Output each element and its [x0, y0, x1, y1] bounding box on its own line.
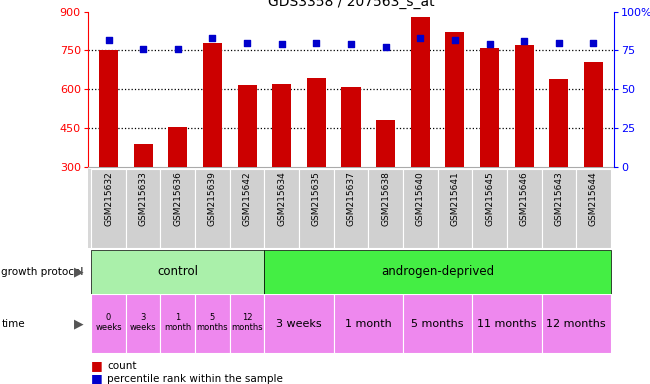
- Text: GSM215643: GSM215643: [554, 171, 564, 226]
- Bar: [99, 50, 118, 167]
- Point: [311, 40, 322, 46]
- Point: [588, 40, 599, 46]
- Bar: [161, 294, 195, 353]
- Text: GSM215638: GSM215638: [381, 171, 390, 226]
- Text: GSM215645: GSM215645: [485, 171, 494, 226]
- Bar: [473, 294, 541, 353]
- Point: [103, 36, 114, 43]
- Bar: [541, 294, 611, 353]
- Text: ■: ■: [91, 372, 103, 384]
- Text: 5 months: 5 months: [411, 318, 464, 329]
- Bar: [265, 294, 333, 353]
- Bar: [134, 144, 153, 167]
- Text: control: control: [157, 265, 198, 278]
- Text: GSM215633: GSM215633: [138, 171, 148, 226]
- Bar: [576, 169, 611, 248]
- Text: 12 months: 12 months: [547, 318, 606, 329]
- Text: 3
weeks: 3 weeks: [130, 313, 157, 332]
- Text: GSM215642: GSM215642: [242, 171, 252, 226]
- Bar: [333, 169, 369, 248]
- Bar: [403, 294, 473, 353]
- Bar: [299, 169, 333, 248]
- Text: 5
months: 5 months: [197, 313, 228, 332]
- Point: [173, 46, 183, 52]
- Point: [207, 35, 218, 41]
- Bar: [437, 169, 473, 248]
- Text: GSM215632: GSM215632: [104, 171, 113, 226]
- Text: 3 weeks: 3 weeks: [276, 318, 322, 329]
- Text: 0
weeks: 0 weeks: [95, 313, 122, 332]
- Point: [519, 38, 529, 44]
- Text: percentile rank within the sample: percentile rank within the sample: [107, 374, 283, 384]
- Bar: [126, 169, 161, 248]
- Text: GSM215640: GSM215640: [416, 171, 425, 226]
- Text: GSM215646: GSM215646: [520, 171, 528, 226]
- Bar: [341, 87, 361, 167]
- Point: [380, 44, 391, 50]
- Bar: [126, 294, 161, 353]
- Bar: [265, 250, 611, 294]
- Text: ▶: ▶: [73, 317, 83, 330]
- Text: ■: ■: [91, 359, 103, 372]
- Bar: [229, 294, 265, 353]
- Bar: [203, 43, 222, 167]
- Text: GSM215639: GSM215639: [208, 171, 217, 226]
- Bar: [333, 294, 403, 353]
- Text: GSM215641: GSM215641: [450, 171, 460, 226]
- Bar: [507, 169, 541, 248]
- Bar: [473, 169, 507, 248]
- Title: GDS3358 / 207563_s_at: GDS3358 / 207563_s_at: [268, 0, 434, 9]
- Bar: [541, 169, 576, 248]
- Bar: [403, 169, 437, 248]
- Text: GSM215637: GSM215637: [346, 171, 356, 226]
- Bar: [168, 127, 187, 167]
- Bar: [411, 17, 430, 167]
- Text: 12
months: 12 months: [231, 313, 263, 332]
- Bar: [237, 85, 257, 167]
- Bar: [584, 62, 603, 167]
- Bar: [91, 250, 265, 294]
- Bar: [480, 48, 499, 167]
- Text: androgen-deprived: androgen-deprived: [381, 265, 494, 278]
- Text: ▶: ▶: [73, 265, 83, 278]
- Point: [138, 46, 148, 52]
- Bar: [195, 294, 229, 353]
- Point: [346, 41, 356, 47]
- Text: GSM215636: GSM215636: [174, 171, 182, 226]
- Text: GSM215634: GSM215634: [277, 171, 286, 226]
- Text: 1 month: 1 month: [345, 318, 392, 329]
- Bar: [161, 169, 195, 248]
- Text: 11 months: 11 months: [477, 318, 537, 329]
- Text: count: count: [107, 361, 136, 371]
- Text: 1
month: 1 month: [164, 313, 192, 332]
- Point: [450, 36, 460, 43]
- Point: [484, 41, 495, 47]
- Text: time: time: [1, 318, 25, 329]
- Text: GSM215644: GSM215644: [589, 171, 598, 226]
- Text: growth protocol: growth protocol: [1, 266, 84, 277]
- Bar: [549, 79, 568, 167]
- Bar: [376, 121, 395, 167]
- Text: GSM215635: GSM215635: [312, 171, 321, 226]
- Bar: [307, 78, 326, 167]
- Bar: [265, 169, 299, 248]
- Bar: [229, 169, 265, 248]
- Bar: [91, 169, 126, 248]
- Bar: [369, 169, 403, 248]
- Point: [242, 40, 252, 46]
- Bar: [195, 169, 229, 248]
- Point: [276, 41, 287, 47]
- Bar: [272, 84, 291, 167]
- Point: [415, 35, 426, 41]
- Bar: [445, 32, 465, 167]
- Point: [554, 40, 564, 46]
- Bar: [515, 45, 534, 167]
- Bar: [91, 294, 126, 353]
